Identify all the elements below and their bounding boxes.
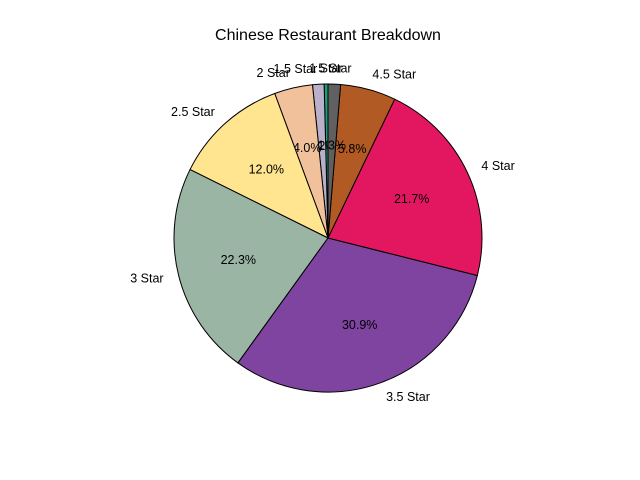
pie-slice-3-star (173, 168, 329, 364)
pie-slice-5-star (327, 83, 342, 239)
pie-category-label: 2.5 Star (171, 105, 215, 119)
pie-pct-label: 1.3% (318, 139, 347, 153)
pie-pct-label: 12.0% (249, 162, 284, 176)
pie-slice-2-5-star (189, 92, 329, 240)
pie-category-label: 3 Star (130, 272, 163, 286)
pie-pct-label: 21.7% (394, 192, 429, 206)
pie-pct-label: 22.3% (221, 253, 256, 267)
pie-slice-3-5-star (237, 237, 478, 393)
pie-category-label: 1 Star (309, 62, 342, 76)
pie-category-label: 4 Star (481, 159, 514, 173)
pie-pct-label: 4.0% (293, 141, 322, 155)
pie-category-label: 5 Star (318, 62, 351, 76)
pie-category-label: 3.5 Star (386, 390, 430, 404)
pie-slice-4-star (327, 98, 483, 277)
pie-category-label: 4.5 Star (372, 68, 416, 82)
pie-category-label: 2 Star (257, 66, 290, 80)
pie-category-label: 1.5 Star (274, 62, 318, 76)
pie-pct-label: 5.8% (338, 142, 367, 156)
pie-pct-label: 30.9% (342, 318, 377, 332)
chart-title: Chinese Restaurant Breakdown (215, 27, 441, 44)
